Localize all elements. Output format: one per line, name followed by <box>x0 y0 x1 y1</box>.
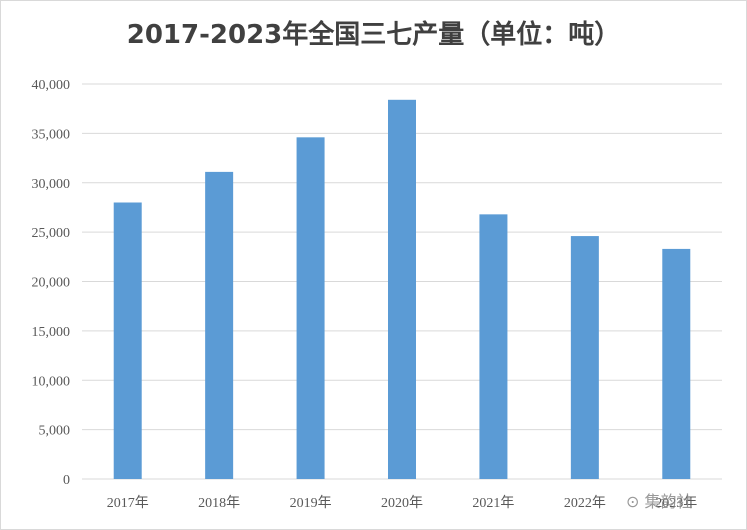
bar <box>205 171 234 479</box>
y-tick-label: 20,000 <box>32 276 71 291</box>
x-tick-label: 2019年 <box>290 495 332 511</box>
watermark: ⊙ 集韵社 <box>626 488 693 512</box>
bar <box>113 202 142 479</box>
bar <box>296 137 325 479</box>
wechat-icon: ⊙ <box>626 492 640 511</box>
chart-title: 2017-2023年全国三七产量（单位：吨） <box>126 20 621 50</box>
y-tick-label: 15,000 <box>32 325 71 340</box>
y-tick-label: 25,000 <box>32 226 71 241</box>
y-tick-label: 5,000 <box>39 424 71 439</box>
bar <box>479 214 508 479</box>
x-tick-label: 2021年 <box>472 495 514 511</box>
x-tick-label: 2020年 <box>381 495 423 511</box>
bar <box>388 99 416 480</box>
y-tick-label: 40,000 <box>32 78 71 93</box>
y-tick-label: 0 <box>63 473 70 488</box>
watermark-text: 集韵社 <box>644 492 693 511</box>
x-tick-label: 2023年 <box>655 495 697 511</box>
x-tick-label: 2018年 <box>198 495 240 511</box>
y-tick-label: 35,000 <box>32 127 71 142</box>
bar <box>570 236 599 479</box>
y-tick-label: 30,000 <box>32 177 71 192</box>
bar <box>662 248 691 479</box>
x-tick-label: 2017年 <box>107 495 149 511</box>
y-tick-label: 10,000 <box>32 374 71 389</box>
x-tick-label: 2022年 <box>564 495 606 511</box>
